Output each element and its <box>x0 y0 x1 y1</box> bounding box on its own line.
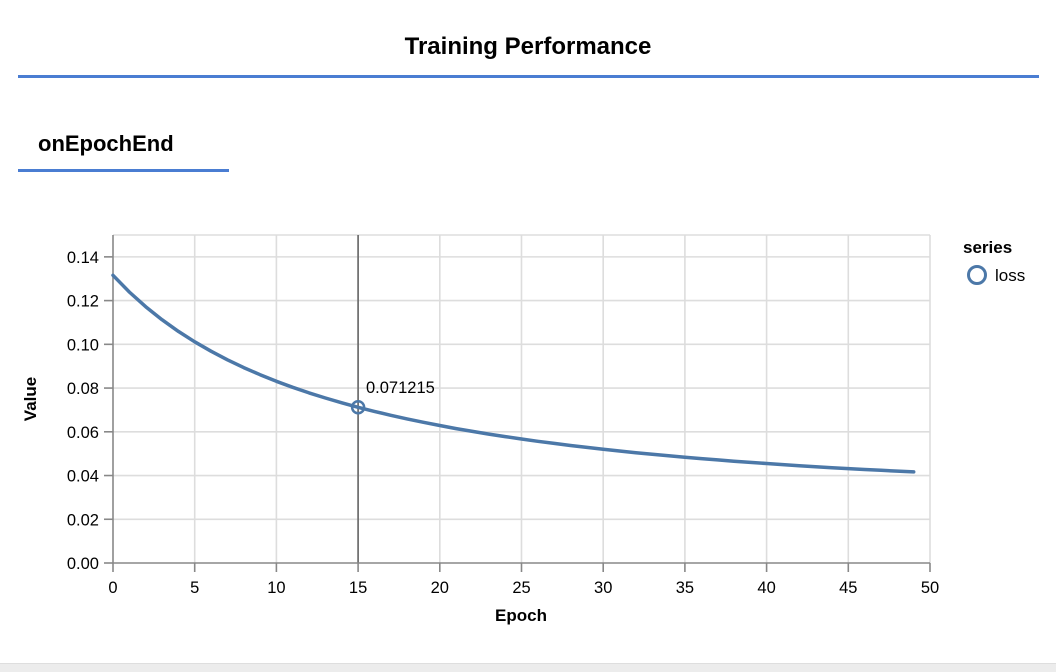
hover-value-label: 0.071215 <box>366 379 435 397</box>
y-tick-label: 0.10 <box>67 336 99 354</box>
loss-line-layer <box>111 273 916 474</box>
training-performance-chart[interactable]: 0.00 0.02 0.04 0.06 0.08 0.10 0.12 0.14 0 5 10 15 20… <box>0 210 1056 660</box>
x-tick-label: 35 <box>676 579 694 597</box>
section-heading: onEpochEnd <box>38 131 174 156</box>
y-tick-label: 0.04 <box>67 468 99 486</box>
chart-gridlines <box>113 234 931 563</box>
x-tick-label: 25 <box>512 579 530 597</box>
x-tick-label: 10 <box>267 579 285 597</box>
y-tick-label: 0.14 <box>67 249 99 267</box>
x-tick-label: 15 <box>349 579 367 597</box>
x-tick-label: 40 <box>757 579 775 597</box>
legend-title: series <box>963 238 1012 257</box>
y-tick-label: 0.02 <box>67 511 99 529</box>
chart-axes: 0.00 0.02 0.04 0.06 0.08 0.10 0.12 0.14 0 5 10 15 20… <box>67 235 939 597</box>
page-title: Training Performance <box>404 33 652 60</box>
x-tick-label: 20 <box>431 579 449 597</box>
y-tick-label: 0.06 <box>67 424 99 442</box>
x-tick-label: 5 <box>190 579 199 597</box>
x-tick-label: 30 <box>594 579 612 597</box>
hover-marker <box>350 400 366 415</box>
chart-legend: series loss <box>963 238 1025 285</box>
legend-label-loss: loss <box>995 266 1025 285</box>
section-heading-underline <box>18 169 229 172</box>
x-tick-label: 45 <box>839 579 857 597</box>
hover-marker-layer <box>350 400 366 415</box>
x-tick-label: 0 <box>108 579 117 597</box>
y-tick-label: 0.00 <box>67 555 99 573</box>
title-divider <box>18 75 1039 78</box>
y-tick-label: 0.08 <box>67 380 99 398</box>
next-surface-edge <box>0 663 1056 672</box>
y-axis-title: Value <box>21 377 40 421</box>
x-axis-title: Epoch <box>495 606 547 625</box>
loss-line <box>111 273 916 474</box>
x-tick-label: 50 <box>921 579 939 597</box>
loss-series-legend-icon <box>967 265 987 285</box>
y-tick-label: 0.12 <box>67 293 99 311</box>
